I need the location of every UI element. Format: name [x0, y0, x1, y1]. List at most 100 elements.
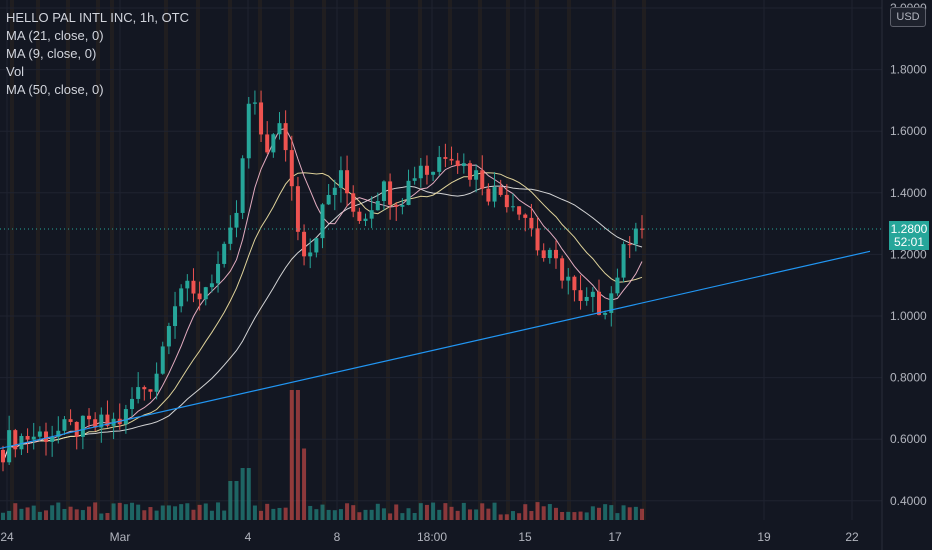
session-stripe [196, 0, 200, 520]
volume-bar [560, 511, 565, 520]
volume-bar [553, 507, 558, 520]
candle-body [62, 419, 67, 431]
candle-body [154, 373, 159, 392]
session-stripe [506, 0, 510, 520]
volume-bar [308, 505, 313, 520]
candle-body [209, 283, 214, 288]
time-tick-label: Mar [110, 530, 131, 544]
candle-body [467, 163, 472, 180]
session-stripe [354, 0, 358, 520]
volume-bar [19, 508, 24, 520]
volume-bar [56, 502, 61, 520]
candle-body [37, 431, 42, 437]
volume-bar [259, 510, 264, 520]
candle-body [259, 102, 264, 135]
session-stripe [418, 0, 422, 520]
volume-bar [590, 506, 595, 520]
candle-body [314, 238, 319, 253]
volume-bar [535, 502, 540, 520]
candle-body [203, 287, 208, 300]
volume-bar [265, 503, 270, 520]
price-tick-label: 1.2000 [890, 247, 927, 261]
volume-bar [609, 505, 614, 520]
session-stripe [386, 0, 390, 520]
volume-bar [320, 504, 325, 520]
candle-body [596, 291, 601, 315]
volume-bar [228, 481, 233, 520]
volume-bar [474, 509, 479, 520]
candle-body [572, 276, 577, 291]
candle-body [381, 181, 386, 202]
volume-bar [93, 502, 98, 520]
volume-bar [412, 513, 417, 520]
candle-body [412, 178, 417, 181]
legend-ma9[interactable]: MA (9, close, 0) [6, 46, 97, 61]
candle-body [105, 414, 110, 426]
candle-body [179, 288, 184, 307]
candle-body [136, 387, 141, 399]
volume-bar [621, 505, 626, 520]
candle-body [74, 421, 79, 437]
volume-bar [498, 514, 503, 520]
candle-body [216, 263, 221, 284]
volume-bar [160, 505, 165, 520]
volume-bar [166, 505, 171, 520]
candle-body [302, 231, 307, 257]
trendline-path [0, 250, 871, 450]
volume-bar [105, 513, 110, 520]
volume-bar [394, 504, 399, 520]
candlesticks [1, 90, 644, 472]
volume-bar [50, 505, 55, 520]
candle-body [332, 187, 337, 195]
volume-bar [480, 503, 485, 520]
price-tick-label: 1.8000 [890, 63, 927, 77]
session-stripe [448, 0, 452, 520]
price-axis[interactable]: 2.00001.80001.60001.40001.20001.00000.80… [890, 1, 927, 508]
candle-body [308, 252, 313, 257]
candle-body [517, 206, 522, 215]
candle-body [603, 312, 608, 315]
session-stripe [66, 0, 70, 520]
session-stripe [36, 0, 40, 520]
legend-ma50[interactable]: MA (50, close, 0) [6, 82, 104, 97]
legend-symbol[interactable]: HELLO PAL INTL INC, 1h, OTC [6, 10, 190, 25]
volume-bar [492, 502, 497, 520]
session-stripe [612, 0, 616, 520]
candle-body [19, 436, 24, 450]
volume-bar [529, 511, 534, 520]
candle-body [363, 218, 368, 221]
volume-bar [326, 509, 331, 520]
candle-body [191, 280, 196, 294]
candle-body [271, 134, 276, 153]
candle-body [25, 436, 30, 440]
volume-bar [369, 509, 374, 520]
trendline[interactable] [0, 250, 871, 450]
session-stripe [478, 0, 482, 520]
legend-ma21[interactable]: MA (21, close, 0) [6, 28, 104, 43]
candle-body [590, 291, 595, 297]
volume-bar [517, 513, 522, 520]
candle-body [369, 210, 374, 219]
candle-body [56, 430, 61, 437]
volume-bar [117, 502, 122, 520]
candle-body [615, 277, 620, 294]
candle-body [93, 419, 98, 428]
candle-body [504, 194, 509, 208]
volume-bar [68, 506, 73, 520]
currency-button[interactable]: USD [890, 7, 926, 27]
time-axis[interactable]: 24 Mar 4 8 18:00 15 17 19 22 [0, 530, 859, 544]
session-stripe [96, 0, 100, 520]
candle-body [621, 244, 626, 278]
candle-body [437, 157, 442, 172]
volume-bar [197, 504, 202, 520]
session-stripe [110, 0, 114, 520]
volume-bar [136, 504, 141, 520]
volume-bar [455, 510, 460, 520]
volume-bar [510, 511, 515, 520]
legend-vol[interactable]: Vol [6, 64, 25, 79]
volume-bar [388, 513, 393, 520]
time-tick-label: 8 [334, 530, 341, 544]
candle-body [553, 249, 558, 259]
candle-body [87, 415, 92, 420]
